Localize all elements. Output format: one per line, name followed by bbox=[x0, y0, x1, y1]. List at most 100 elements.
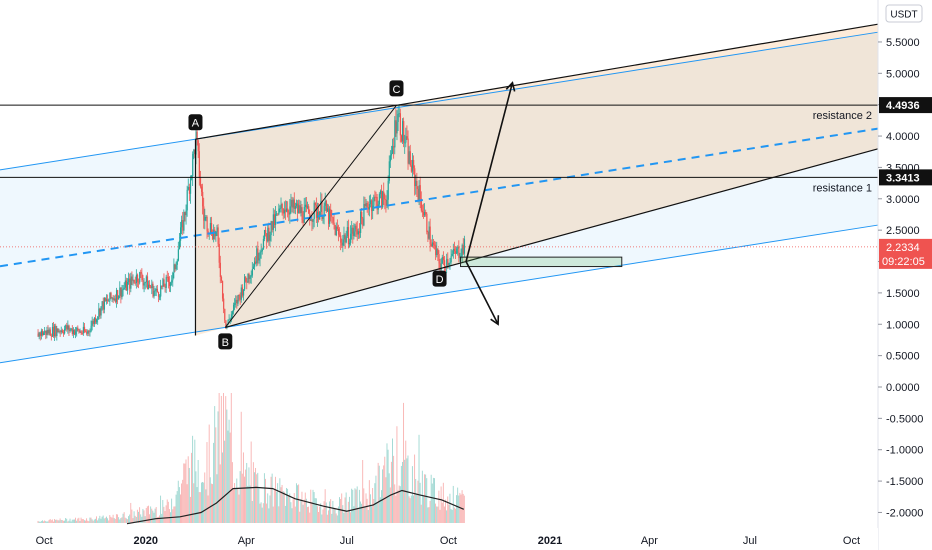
candle-body bbox=[442, 257, 445, 261]
time-axis[interactable]: Oct 2020 Apr Jul Oct 2021 Apr Jul Oct bbox=[0, 528, 878, 550]
currency-label[interactable]: USDT bbox=[890, 10, 917, 21]
candle-body bbox=[350, 233, 352, 243]
candle-body bbox=[427, 232, 429, 239]
volume-bar bbox=[429, 500, 431, 523]
volume-bar bbox=[165, 505, 167, 523]
candle-body bbox=[88, 330, 90, 332]
volume-bar bbox=[388, 473, 390, 523]
volume-bar bbox=[49, 518, 51, 523]
candle-body bbox=[334, 224, 336, 236]
candle-body bbox=[379, 190, 382, 195]
volume-bar bbox=[131, 509, 133, 523]
volume-bar bbox=[323, 501, 325, 523]
candle-body bbox=[192, 153, 194, 177]
volume-bar bbox=[89, 517, 91, 523]
volume-bar bbox=[207, 495, 209, 523]
candle-body bbox=[48, 329, 50, 334]
volume-bar bbox=[251, 500, 253, 523]
candle-body bbox=[363, 203, 365, 226]
volume-bar bbox=[345, 492, 347, 523]
volume-bar bbox=[100, 518, 102, 523]
volume-bar bbox=[281, 484, 283, 523]
volume-bar bbox=[363, 488, 365, 523]
candle-body bbox=[265, 230, 267, 234]
volume-bar bbox=[311, 501, 313, 523]
price-axis-background bbox=[878, 0, 932, 550]
volume-bar bbox=[58, 520, 60, 523]
volume-bar bbox=[56, 519, 58, 523]
candle-body bbox=[436, 248, 438, 256]
arrow-head-icon bbox=[505, 81, 516, 92]
candle-body bbox=[198, 151, 200, 178]
candle-body bbox=[41, 330, 44, 335]
time-tick-label: Oct bbox=[440, 535, 457, 547]
volume-bar bbox=[189, 496, 191, 523]
volume-bar bbox=[262, 503, 264, 523]
volume-bar bbox=[392, 438, 393, 523]
point-label: D bbox=[436, 274, 444, 286]
volume-bar bbox=[436, 506, 438, 523]
candle-body bbox=[175, 264, 177, 270]
candle-body bbox=[362, 218, 364, 226]
volume-bar bbox=[455, 508, 456, 523]
candle-body bbox=[263, 230, 266, 239]
candle-body bbox=[342, 239, 344, 246]
volume-bar bbox=[152, 510, 154, 523]
candle-body bbox=[106, 299, 108, 301]
volume-bar bbox=[244, 476, 245, 523]
volume-bar bbox=[46, 521, 48, 523]
volume-bar bbox=[276, 491, 278, 523]
candle-body bbox=[216, 227, 218, 232]
price-axis[interactable]: USDT5.50005.00004.50004.00003.50003.0000… bbox=[877, 0, 932, 550]
currency-button[interactable] bbox=[885, 4, 923, 23]
volume-bar bbox=[146, 506, 148, 523]
candle-body bbox=[282, 208, 284, 214]
volume-bar bbox=[86, 518, 88, 523]
volume-bar bbox=[308, 506, 310, 523]
volume-bar bbox=[106, 516, 107, 523]
candle-body bbox=[109, 292, 111, 301]
volume-bar bbox=[239, 471, 241, 523]
volume-bar bbox=[40, 521, 42, 523]
candle-body bbox=[333, 222, 335, 225]
candle-body bbox=[230, 314, 233, 320]
candle-body bbox=[197, 140, 199, 152]
candle-body bbox=[217, 227, 219, 244]
volume-bar bbox=[201, 482, 202, 523]
price-tick-label: -1.5000 bbox=[886, 476, 923, 488]
candle-body bbox=[308, 206, 310, 214]
candle-body bbox=[76, 327, 78, 332]
volume-bar bbox=[331, 513, 333, 523]
candle-body bbox=[54, 325, 56, 337]
candle-body bbox=[384, 199, 386, 201]
volume-bar bbox=[460, 494, 462, 523]
candle-body bbox=[177, 249, 180, 261]
candle-body bbox=[101, 301, 103, 307]
candle-body bbox=[255, 261, 257, 264]
candle-body bbox=[415, 180, 417, 187]
candle-body bbox=[173, 264, 175, 273]
volume-bar bbox=[203, 482, 205, 523]
volume-bar bbox=[55, 519, 57, 523]
candle-body bbox=[91, 320, 93, 326]
volume-bar bbox=[396, 426, 398, 523]
volume-bar bbox=[51, 519, 53, 523]
candle-body bbox=[459, 257, 461, 259]
candle-body bbox=[45, 330, 47, 335]
candle-body bbox=[405, 136, 407, 143]
candle-body bbox=[426, 213, 428, 233]
candle-body bbox=[453, 248, 456, 252]
volume-bar bbox=[432, 477, 434, 523]
candle-body bbox=[127, 282, 129, 291]
volume-bar bbox=[448, 504, 450, 523]
candle-body bbox=[300, 207, 302, 213]
candle-body bbox=[258, 258, 260, 261]
volume-bar bbox=[154, 508, 156, 523]
candle-body bbox=[281, 204, 283, 209]
candle-body bbox=[132, 279, 134, 281]
volume-bar bbox=[256, 474, 258, 523]
candle-body bbox=[155, 288, 157, 291]
candle-body bbox=[83, 326, 86, 332]
candle-body bbox=[360, 211, 362, 233]
